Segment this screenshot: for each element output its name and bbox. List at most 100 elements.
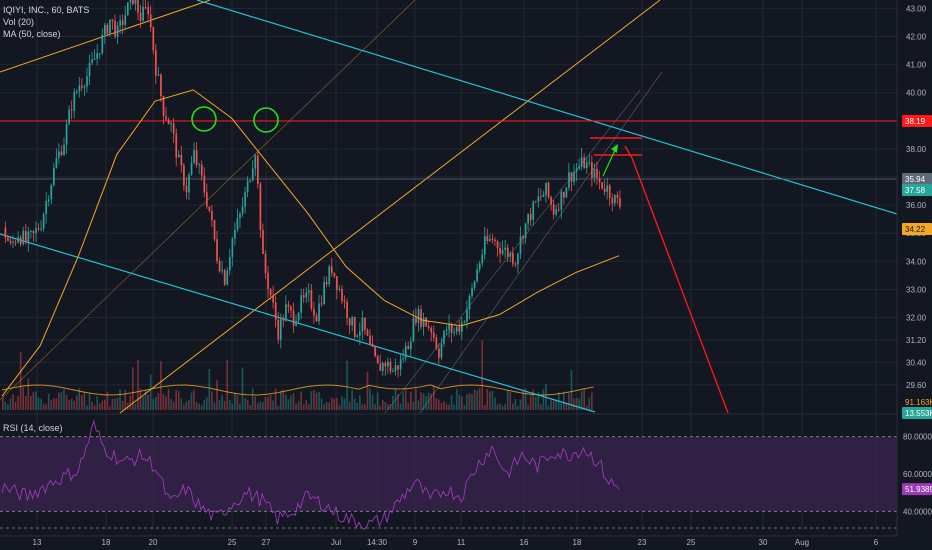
volume-bar [155,396,157,410]
volume-bar [552,400,555,410]
price-tick-label: 31.20 [906,336,927,345]
candle-body [300,295,303,313]
volume-bar [190,392,193,410]
candle-body [509,253,512,257]
volume-bar [292,393,295,410]
candle-body [27,231,30,243]
candle-body [203,175,206,193]
volume-bar [208,369,211,410]
time-tick-label: 20 [149,538,158,547]
candle-body [313,308,315,316]
candle-body [427,326,430,329]
rsi-tick-label: 40.0000 [903,507,932,516]
volume-bar [417,400,420,410]
volume-bar [570,369,573,410]
candle-body [463,321,466,323]
candle-body [129,0,132,3]
volume-bar [81,395,83,410]
volume-bar [471,394,473,410]
candle-body [246,180,249,193]
candle-body [208,206,211,212]
volume-bar [104,399,106,410]
candle-body [7,237,9,241]
volume-bar [290,395,292,410]
candle-body [537,196,540,202]
time-axis[interactable]: 13 18 20 25 27 Jul 14:30 9 11 16 18 23 25 30 Aug 6 [33,538,879,547]
volume-bar [364,404,366,410]
candle-body [53,167,55,185]
candle-body [188,174,190,193]
volume-bar [86,405,88,410]
candle-body [402,358,405,360]
candle-body [527,213,529,224]
price-axis[interactable]: 43.0042.0041.0040.0039.0038.0037.0036.00… [896,0,932,550]
volume-bar [63,389,65,410]
volume-bar [249,405,251,410]
volume-bar [60,392,63,410]
candle-body [267,272,269,289]
volume-bar [111,398,114,410]
volume-bar [580,390,583,410]
volume-bar [175,389,177,410]
ma-tag: 34.22 [905,225,926,234]
volume-bar [139,388,142,410]
candle-body [75,91,78,93]
candle-body [384,362,387,367]
rsi-legend[interactable]: RSI (14, close) [3,423,63,433]
candle-body [244,192,246,207]
candle-body [249,180,252,182]
volume-bar [272,400,274,410]
volume-bar [517,405,519,410]
candle-body [563,191,565,198]
candle-body [259,183,262,231]
volume-bar [75,395,78,410]
candle-body [560,191,563,210]
candle-body [262,230,264,255]
candle-body [550,197,552,205]
candle-body [412,317,415,342]
annotation-drawings [191,106,729,414]
volume-bar [320,398,323,410]
candle-body [211,211,213,221]
candle-body [297,312,300,321]
volume-bar [305,400,308,410]
candle-body [119,20,121,26]
candle-body [565,187,568,198]
volume-bar [262,402,264,410]
volume-bar [430,393,432,410]
candle-body [366,330,369,336]
candle-body [285,304,287,321]
volume-bar [246,399,249,410]
volume-bar [106,391,109,410]
volume-bar [476,390,478,410]
volume-bar [338,405,341,410]
volume-bar [98,403,101,410]
candle-body [343,301,346,303]
volume-bar [381,399,384,410]
volume-bar [269,394,272,410]
symbol-title[interactable]: IQIYI, INC., 60, BATS [3,5,90,15]
volume-legend[interactable]: Vol (20) [3,17,35,27]
volume-bar [438,399,440,410]
ma-legend[interactable]: MA (50, close) [3,29,61,39]
time-tick-label: 18 [573,538,582,547]
candle-body [177,154,180,158]
candle-body [162,96,165,117]
candle-body [37,228,40,230]
candle-body [432,332,435,338]
ma-tag-bg [902,223,932,235]
candle-body [333,272,336,277]
volume-bar [524,388,527,410]
time-tick-label: 16 [520,538,529,547]
volume-ma-tag-bg [902,396,932,408]
volume-bar [501,405,504,410]
candle-body [93,58,96,60]
price-tick-label: 29.60 [906,381,927,390]
candle-body [453,331,456,333]
candle-body [585,162,588,169]
volume-bar [486,388,489,410]
volume-bar [282,389,285,410]
volume-bar [124,390,126,410]
candle-body [461,322,463,332]
